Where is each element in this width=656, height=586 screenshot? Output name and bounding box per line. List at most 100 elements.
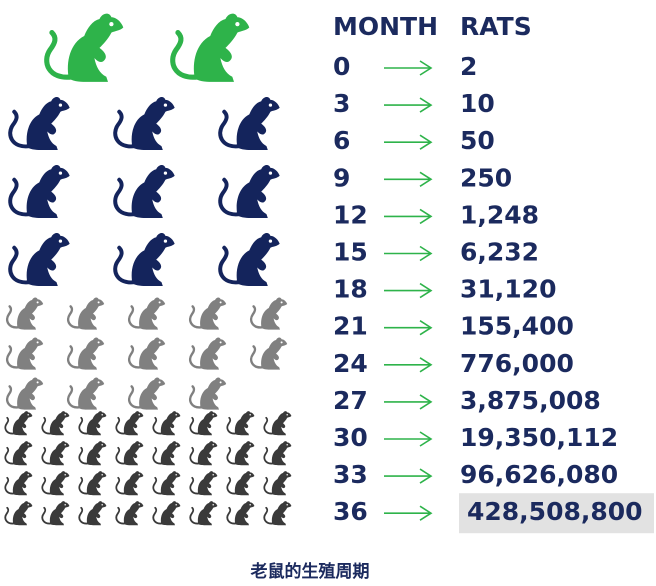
rats-cell: 96,626,080 bbox=[460, 460, 618, 489]
arrow-head bbox=[419, 468, 433, 484]
rat-icon bbox=[173, 14, 250, 82]
rat-icon bbox=[4, 470, 33, 497]
arrow-head bbox=[419, 171, 433, 187]
rat-icon bbox=[115, 440, 144, 467]
rat-icon bbox=[218, 163, 281, 221]
rat-icon bbox=[263, 470, 292, 497]
rat-icon bbox=[127, 336, 166, 371]
rats-cell: 10 bbox=[460, 89, 495, 118]
rat-icon bbox=[66, 296, 105, 331]
arrow-head bbox=[419, 208, 433, 225]
rats-cell: 776,000 bbox=[460, 349, 574, 378]
rat-icon bbox=[41, 410, 70, 437]
rat-icon bbox=[4, 500, 33, 527]
rat-icon bbox=[78, 500, 107, 527]
month-cell: 3 bbox=[333, 89, 350, 118]
arrow-head bbox=[419, 134, 433, 150]
arrow-head bbox=[419, 60, 433, 76]
rat-icon bbox=[127, 376, 166, 411]
header-rats: RATS bbox=[460, 12, 532, 41]
rats-cell: 428,508,800 bbox=[467, 497, 643, 526]
rats-cell: 2 bbox=[460, 52, 477, 81]
rat-icon bbox=[115, 410, 144, 437]
rat-icon bbox=[218, 231, 281, 289]
rats-cell: 1,248 bbox=[460, 200, 539, 229]
rat-icon bbox=[113, 231, 176, 289]
arrow-head bbox=[419, 282, 433, 299]
rat-icon bbox=[188, 336, 227, 371]
rat-icon bbox=[115, 500, 144, 527]
rat-icon bbox=[66, 376, 105, 411]
rat-icon bbox=[226, 470, 255, 497]
header-month: MONTH bbox=[333, 12, 438, 41]
rat-icon bbox=[41, 500, 70, 527]
rat-icon bbox=[189, 470, 218, 497]
arrow-head bbox=[419, 505, 433, 521]
month-cell: 36 bbox=[333, 497, 368, 526]
rat-icon bbox=[263, 500, 292, 527]
arrow-head bbox=[419, 357, 433, 373]
rat-icon bbox=[113, 163, 176, 221]
rats-cell: 50 bbox=[460, 126, 495, 155]
rat-icon bbox=[5, 296, 44, 331]
rat-icon bbox=[152, 500, 181, 527]
rat-icon bbox=[113, 95, 176, 153]
month-cell: 33 bbox=[333, 460, 368, 489]
month-cell: 9 bbox=[333, 163, 350, 192]
arrow-head bbox=[419, 245, 433, 262]
rats-cell: 155,400 bbox=[460, 312, 574, 341]
arrow-head bbox=[419, 320, 433, 336]
arrow-head bbox=[419, 97, 433, 113]
rat-icon bbox=[226, 500, 255, 527]
rat-icon bbox=[152, 440, 181, 467]
rat-icon bbox=[188, 376, 227, 411]
rats-cell: 19,350,112 bbox=[460, 423, 618, 452]
rat-icon bbox=[189, 440, 218, 467]
rat-icon bbox=[188, 296, 227, 331]
month-cell: 30 bbox=[333, 423, 368, 452]
rat-icon bbox=[152, 470, 181, 497]
rat-icon bbox=[189, 410, 218, 437]
highlight-box bbox=[459, 493, 654, 534]
rat-icon bbox=[5, 376, 44, 411]
month-cell: 15 bbox=[333, 238, 368, 267]
rat-icon bbox=[226, 410, 255, 437]
rat-icon bbox=[41, 440, 70, 467]
rats-cell: 250 bbox=[460, 163, 512, 192]
rat-icon bbox=[4, 410, 33, 437]
table-rows: 0 2 3 10 6 50 9 250 12 1,248 15 6,232 18 31,120 21 155,… bbox=[333, 52, 654, 534]
rat-icon bbox=[4, 440, 33, 467]
rat-icon bbox=[47, 14, 124, 82]
rat-icon bbox=[78, 470, 107, 497]
rat-icon bbox=[8, 163, 71, 221]
rat-icon bbox=[189, 500, 218, 527]
month-cell: 0 bbox=[333, 52, 350, 81]
rat-icon bbox=[127, 296, 166, 331]
rat-icon bbox=[263, 410, 292, 437]
month-cell: 12 bbox=[333, 200, 368, 229]
rat-icon bbox=[78, 410, 107, 437]
rats-cell: 3,875,008 bbox=[460, 386, 601, 415]
month-cell: 21 bbox=[333, 312, 368, 341]
rat-icon bbox=[115, 470, 144, 497]
rat-icon bbox=[41, 470, 70, 497]
month-cell: 27 bbox=[333, 386, 368, 415]
rat-icons bbox=[4, 14, 292, 527]
rat-icon bbox=[78, 440, 107, 467]
month-cell: 24 bbox=[333, 349, 368, 378]
rats-cell: 6,232 bbox=[460, 238, 539, 267]
rat-icon bbox=[226, 440, 255, 467]
rat-icon bbox=[249, 296, 288, 331]
month-cell: 6 bbox=[333, 126, 350, 155]
arrow-head bbox=[419, 431, 433, 447]
rat-icon bbox=[66, 336, 105, 371]
rat-icon bbox=[8, 95, 71, 153]
rat-icon bbox=[152, 410, 181, 437]
rat-icon bbox=[263, 440, 292, 467]
rats-cell: 31,120 bbox=[460, 275, 556, 304]
rat-icon bbox=[249, 336, 288, 371]
month-cell: 18 bbox=[333, 275, 368, 304]
rat-icon bbox=[8, 231, 71, 289]
